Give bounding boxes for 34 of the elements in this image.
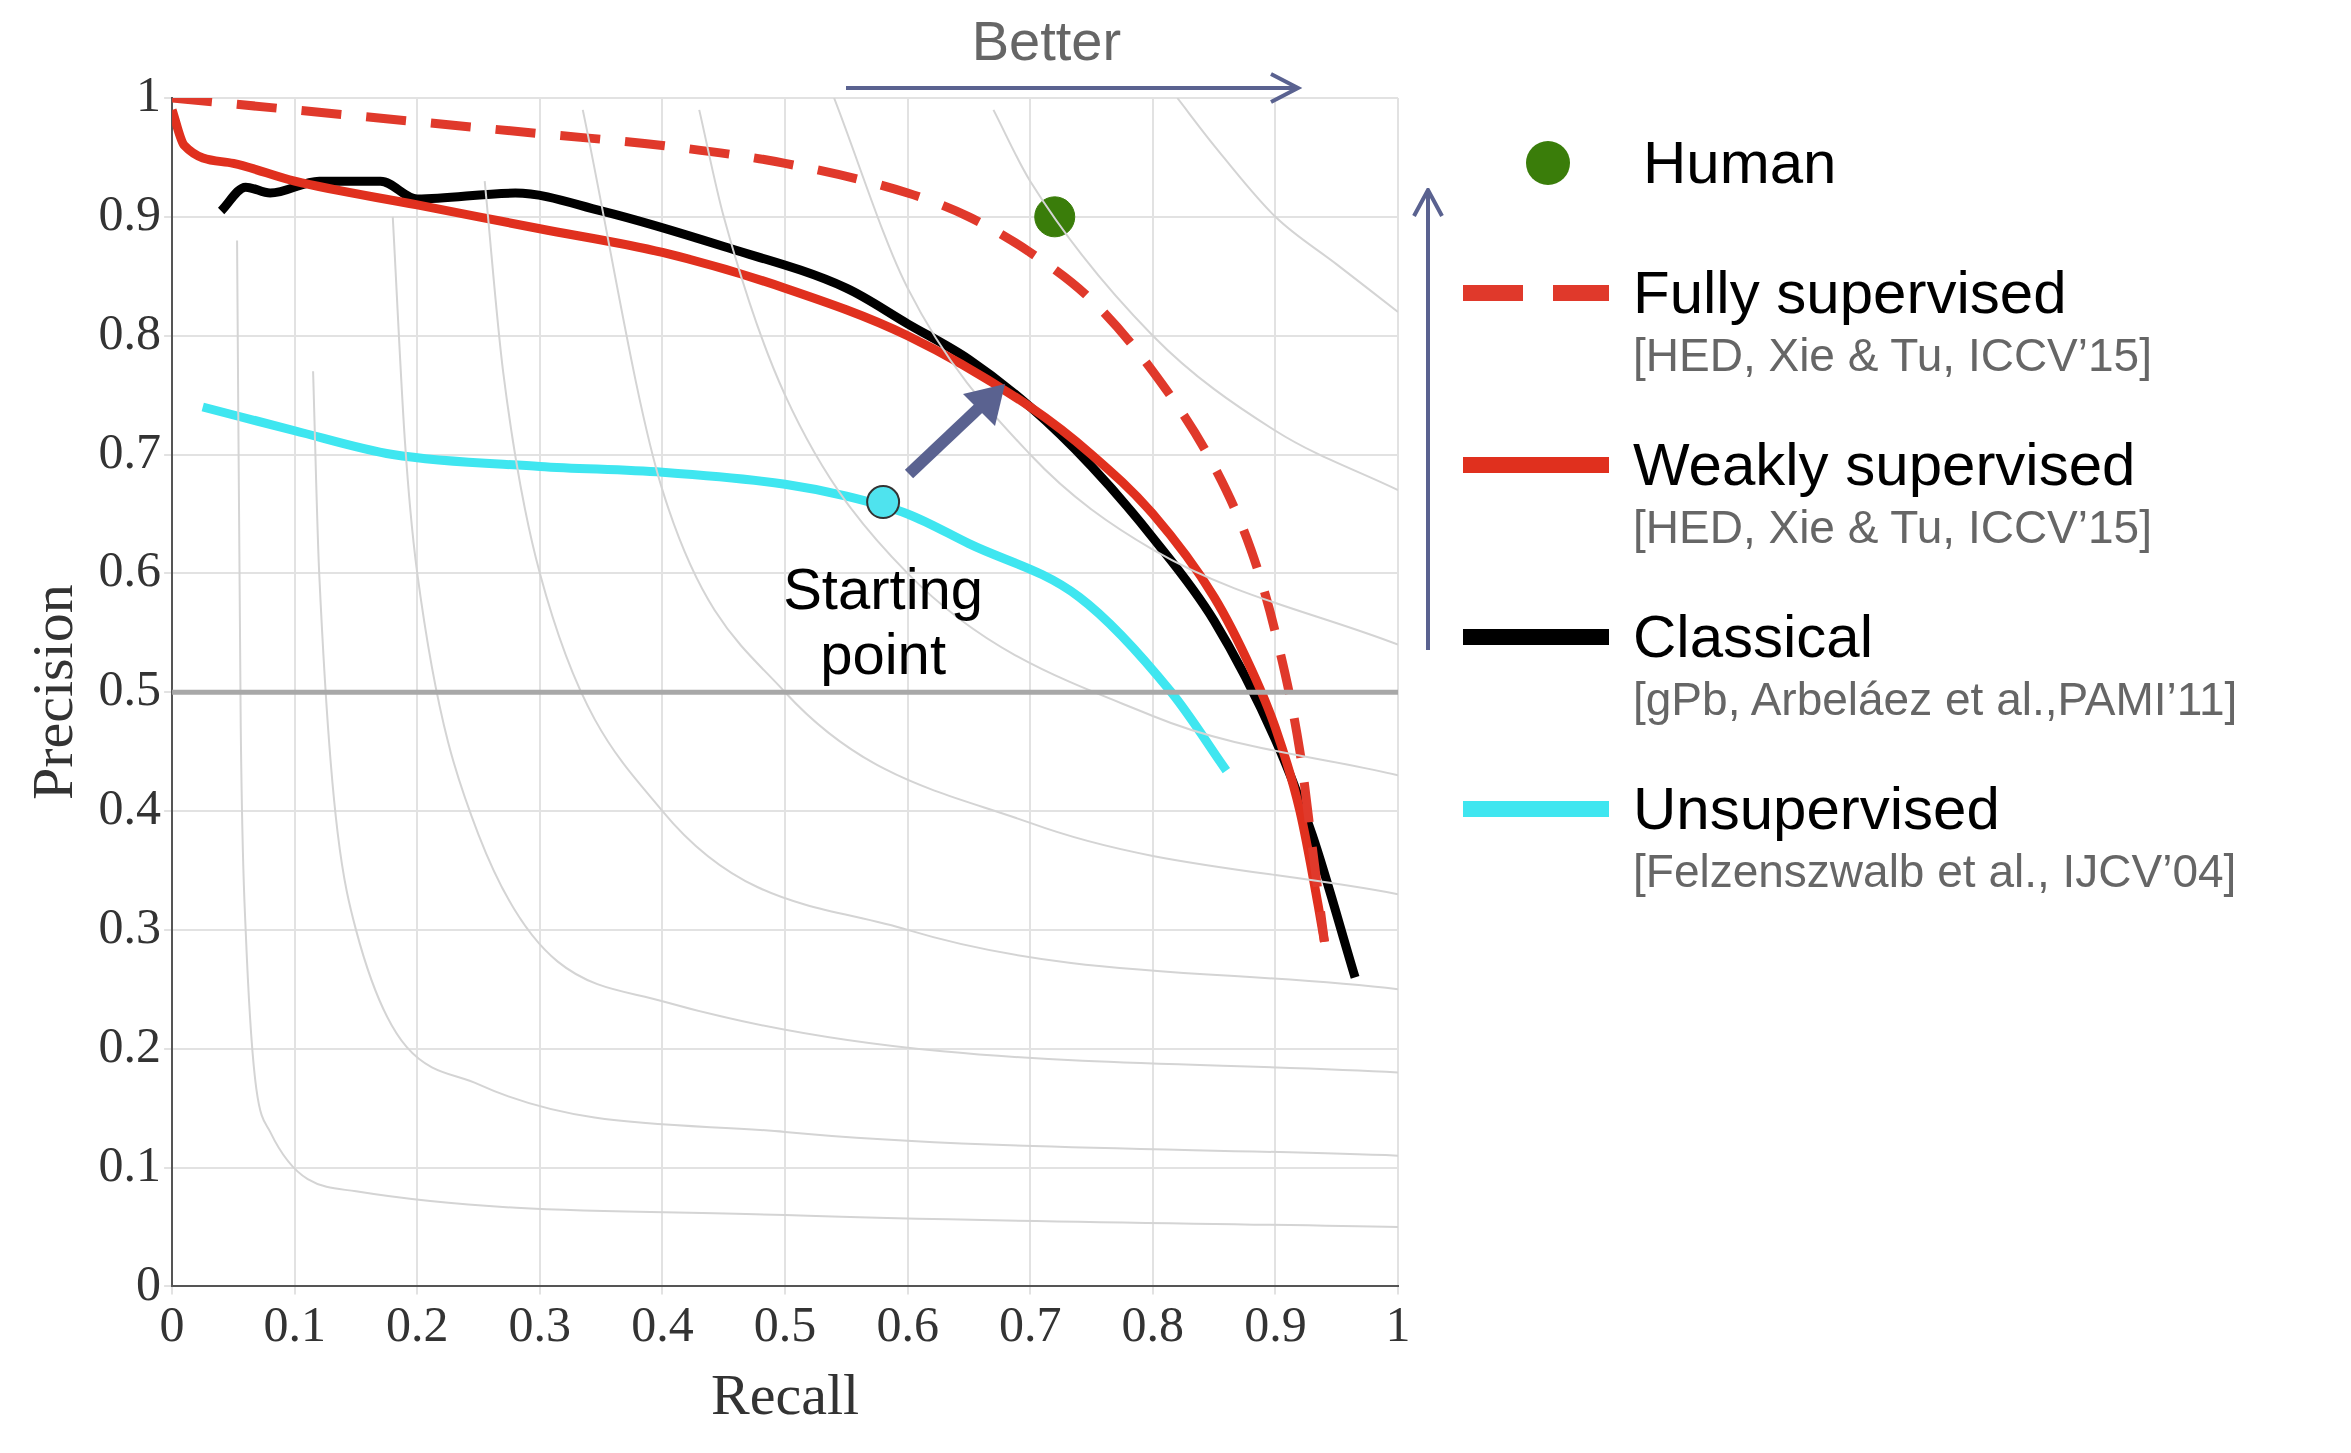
y-tick-label: 0.1 (98, 1135, 162, 1192)
y-tick-label: 1 (136, 66, 162, 123)
y-tick-label: 0 (136, 1254, 162, 1311)
legend-label: Human (1643, 128, 1837, 198)
x-tick-label: 0.1 (263, 1295, 326, 1352)
y-tick-label: 0.9 (98, 184, 162, 241)
x-tick-label: 0.7 (998, 1295, 1062, 1352)
x-tick-label: 0.2 (386, 1295, 449, 1352)
y-axis-title: Precision (20, 584, 86, 801)
text: [Felzenszwalb et al., IJCV’04] (1633, 844, 2237, 898)
legend-label: Unsupervised (1633, 774, 2001, 844)
y-tick-label: 0.6 (98, 541, 162, 598)
text: Better (970, 8, 1123, 73)
x-tick-label: 0.3 (508, 1295, 572, 1352)
text: [HED, Xie & Tu, ICCV’15] (1633, 500, 2152, 554)
x-tick-label: 0.8 (1121, 1295, 1185, 1352)
legend-label: Fully supervised (1633, 258, 2068, 328)
x-tick-label: 1 (1385, 1295, 1411, 1352)
y-tick-label: 0.5 (98, 660, 162, 717)
y-tick-label: 0.3 (98, 898, 162, 955)
y-tick-label: 0.8 (98, 303, 162, 360)
y-tick-label: 0.2 (98, 1016, 162, 1073)
x-tick-label: 0.9 (1244, 1295, 1307, 1352)
y-tick-label: 0.4 (98, 779, 162, 836)
x-tick-label: 0.6 (876, 1295, 939, 1352)
annotation: Starting point (782, 556, 985, 687)
text: [HED, Xie & Tu, ICCV’15] (1633, 328, 2152, 382)
text: [gPb, Arbeláez et al.,PAMI’11] (1633, 672, 2238, 726)
legend-label: Weakly supervised (1633, 430, 2137, 500)
x-tick-label: 0.4 (631, 1295, 694, 1352)
y-tick-label: 0.7 (98, 422, 162, 479)
x-tick-label: 0.5 (753, 1295, 817, 1352)
x-axis-title: Recall (710, 1362, 860, 1428)
legend-label: Classical (1633, 602, 1875, 672)
